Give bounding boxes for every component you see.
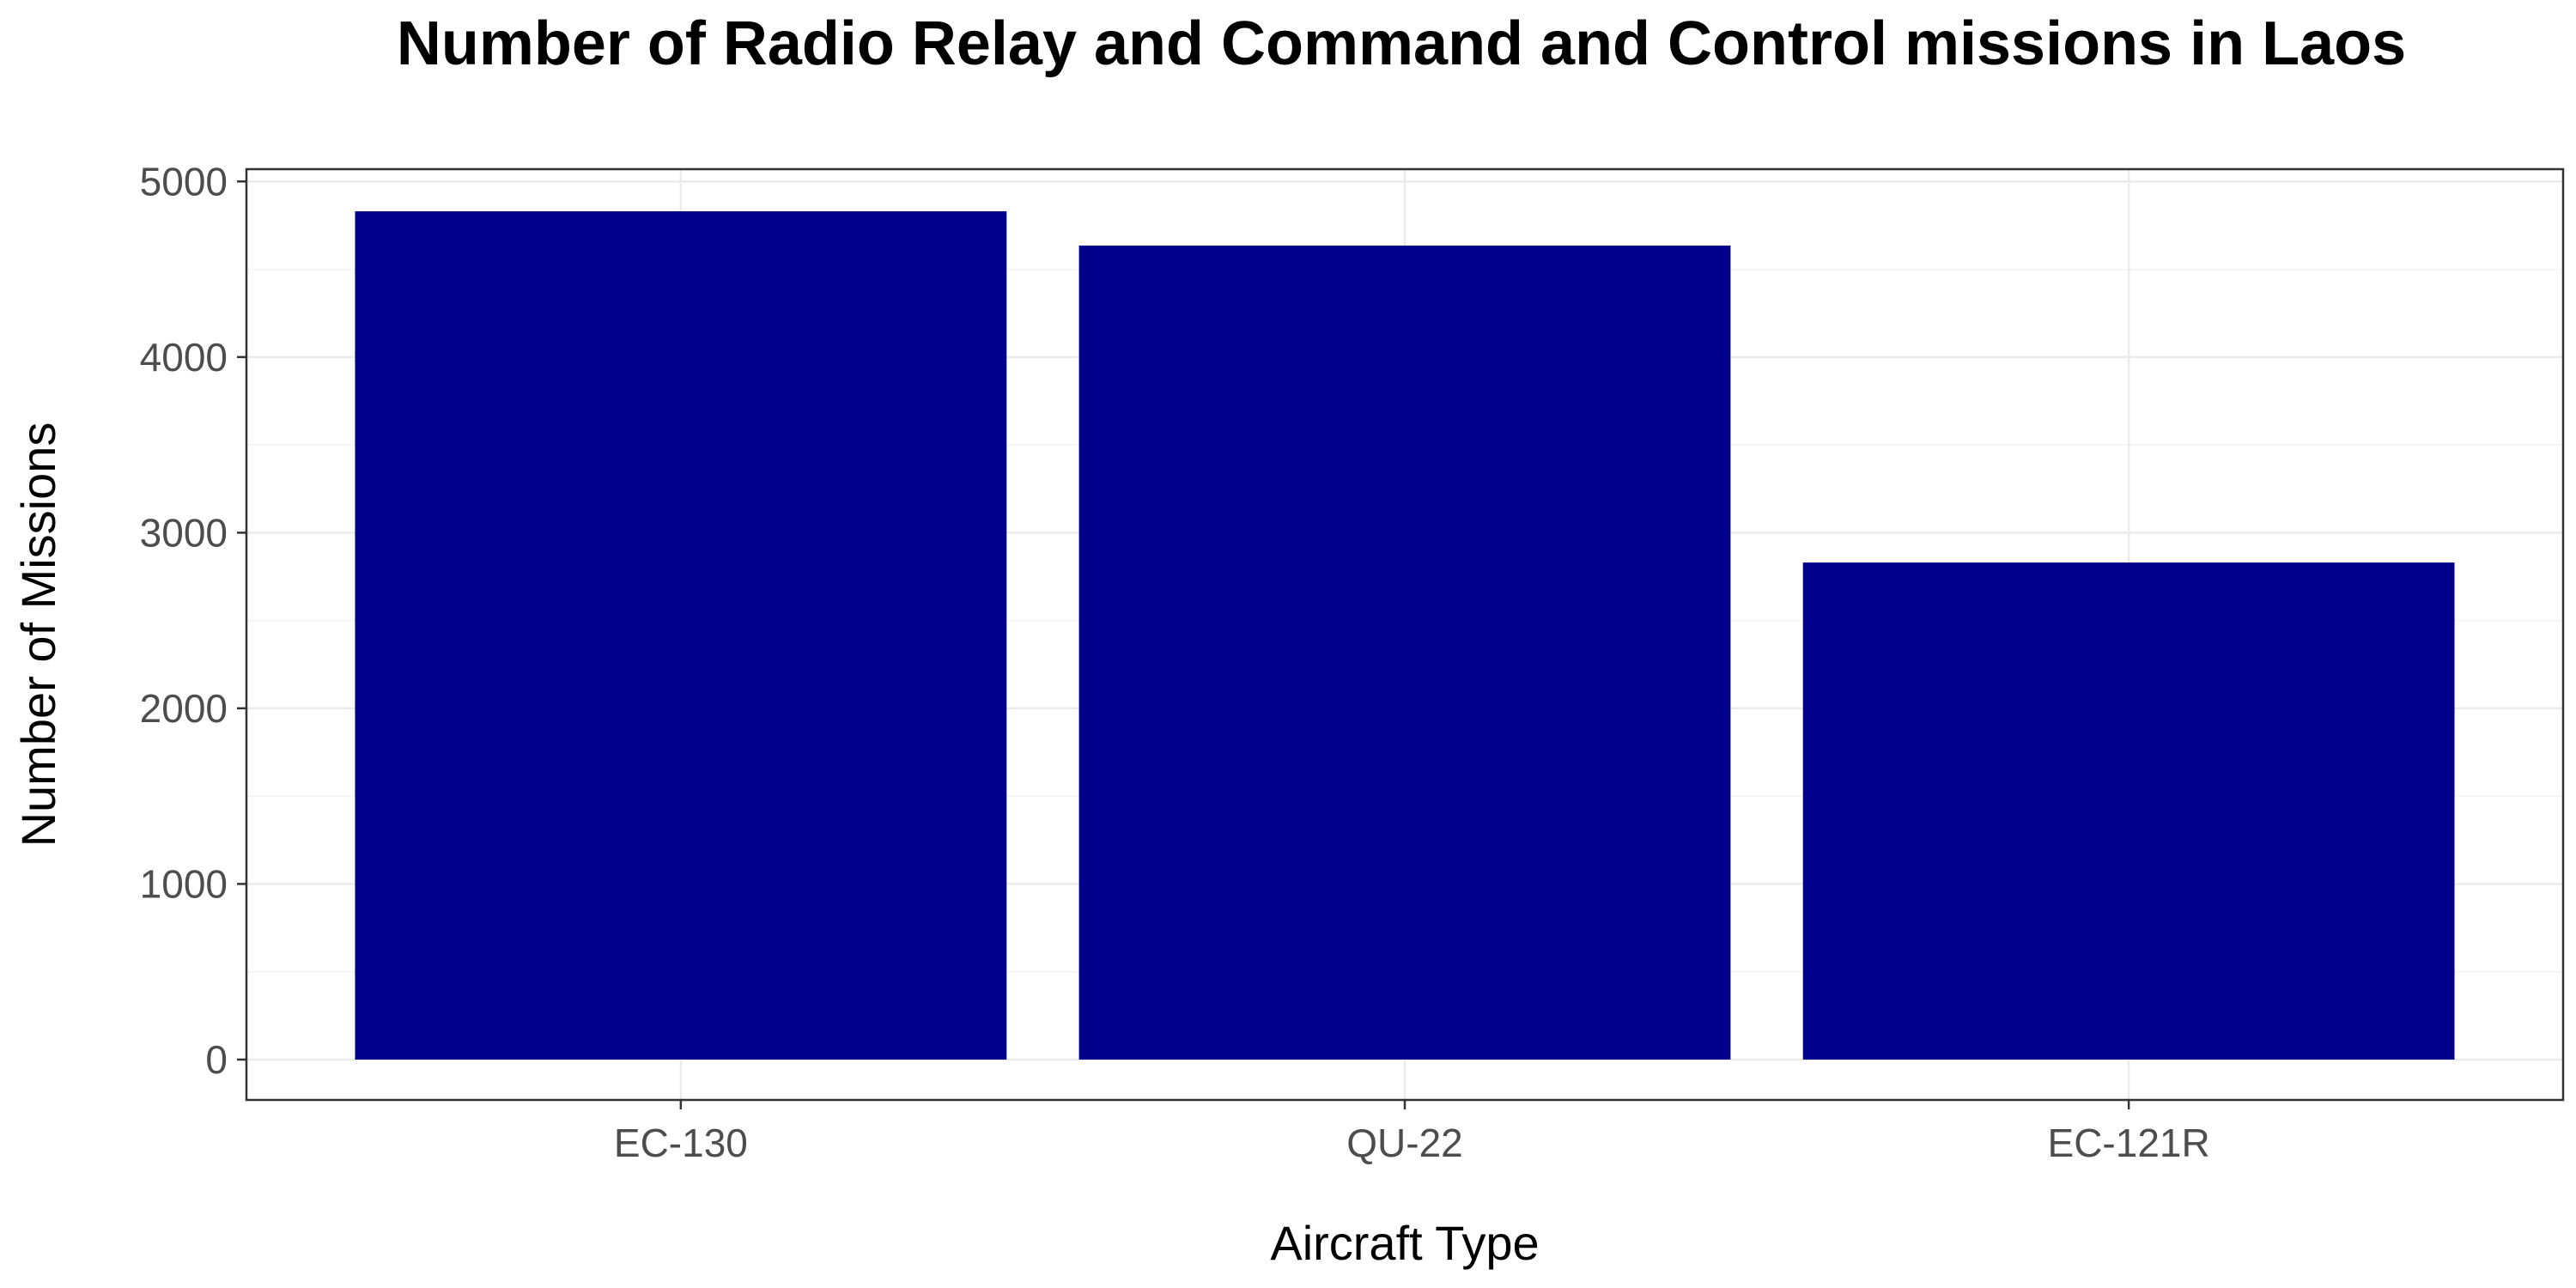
x-axis: EC-130 QU-22 EC-121R	[614, 1100, 2210, 1165]
bar-qu-22	[1078, 245, 1731, 1060]
y-axis: 0 1000 2000 3000 4000 5000	[140, 159, 246, 1082]
x-tick-label: EC-130	[614, 1121, 748, 1165]
bar-ec-121r	[1802, 562, 2455, 1060]
y-tick-label: 0	[205, 1037, 228, 1082]
y-tick-label: 4000	[140, 335, 228, 380]
x-axis-title: Aircraft Type	[1270, 1216, 1539, 1270]
y-tick-label: 1000	[140, 861, 228, 906]
chart-title: Number of Radio Relay and Command and Co…	[397, 9, 2406, 78]
bar-ec-130	[355, 211, 1007, 1060]
x-tick-label: QU-22	[1346, 1121, 1462, 1165]
y-tick-label: 2000	[140, 686, 228, 731]
y-tick-label: 3000	[140, 510, 228, 555]
bars	[355, 211, 2455, 1060]
y-axis-title: Number of Missions	[11, 422, 65, 848]
plot-panel	[245, 167, 2565, 1102]
x-tick-label: EC-121R	[2048, 1121, 2210, 1165]
y-tick-label: 5000	[140, 159, 228, 204]
